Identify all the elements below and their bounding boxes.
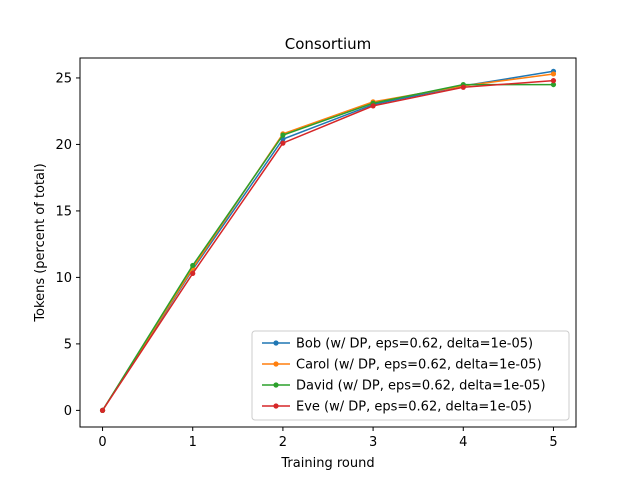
chart-title: Consortium bbox=[285, 35, 371, 53]
legend-entry-label: Carol (w/ DP, eps=0.62, delta=1e-05) bbox=[296, 358, 542, 373]
y-tick-label: 0 bbox=[64, 404, 72, 419]
plot-lines bbox=[99, 68, 557, 413]
data-point bbox=[190, 262, 196, 269]
y-tick-label: 10 bbox=[55, 271, 72, 286]
x-axis-label: Training round bbox=[280, 456, 374, 471]
y-tick-label: 5 bbox=[64, 337, 72, 352]
data-point bbox=[280, 140, 286, 146]
legend-entry-label: David (w/ DP, eps=0.62, delta=1e-05) bbox=[296, 379, 546, 394]
legend-swatch-marker bbox=[273, 403, 279, 409]
legend: Bob (w/ DP, eps=0.62, delta=1e-05) Carol … bbox=[251, 330, 570, 421]
data-point bbox=[460, 84, 466, 90]
series-line bbox=[101, 83, 554, 411]
y-axis-label: Tokens (percent of total) bbox=[33, 163, 48, 322]
data-point bbox=[280, 132, 286, 138]
x-tick-label: 0 bbox=[98, 435, 106, 450]
data-point bbox=[550, 71, 557, 77]
y-axis-ticks: 0 5 10 15 20 25 bbox=[55, 71, 80, 419]
x-tick-label: 4 bbox=[459, 435, 467, 450]
series-4 bbox=[99, 78, 557, 413]
x-tick-label: 3 bbox=[369, 435, 377, 450]
legend-swatch-marker bbox=[273, 382, 279, 388]
legend-entry-label: Bob (w/ DP, eps=0.62, delta=1e-05) bbox=[296, 337, 533, 352]
x-axis-ticks: 0 1 2 3 4 5 bbox=[98, 427, 558, 450]
x-tick-label: 5 bbox=[549, 435, 557, 450]
data-point bbox=[99, 407, 106, 413]
data-point bbox=[550, 78, 557, 84]
series-line bbox=[101, 79, 554, 411]
x-tick-label: 2 bbox=[279, 435, 287, 450]
legend-box bbox=[251, 330, 570, 421]
data-point bbox=[550, 81, 557, 88]
y-tick-label: 15 bbox=[55, 204, 72, 219]
plot-frame bbox=[79, 57, 577, 428]
y-tick-label: 25 bbox=[55, 71, 72, 86]
y-tick-label: 20 bbox=[55, 138, 72, 153]
data-point bbox=[190, 270, 196, 277]
legend-swatch-marker bbox=[273, 361, 279, 367]
data-point bbox=[370, 103, 376, 109]
legend-entry-label: Eve (w/ DP, eps=0.62, delta=1e-05) bbox=[296, 400, 532, 415]
x-tick-label: 1 bbox=[189, 435, 197, 450]
legend-swatch-marker bbox=[273, 340, 279, 346]
